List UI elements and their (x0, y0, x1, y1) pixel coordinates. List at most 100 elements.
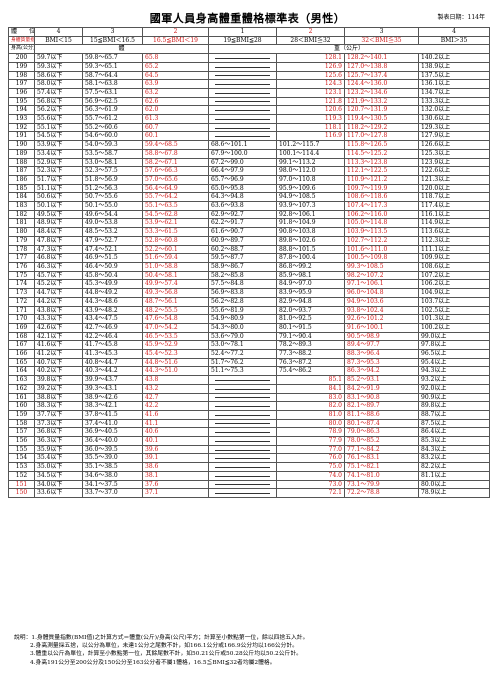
table-cell-h: 152 (8, 470, 35, 481)
table-cell-a: 36.8以下 (34, 427, 83, 438)
table-cell-b: 35.5～39.0 (82, 453, 143, 464)
table-cell-a: 53.4以下 (34, 148, 83, 159)
table-cell-b: 42.7～46.9 (82, 322, 143, 333)
table-cell-h: 164 (8, 366, 35, 377)
table-cell-e: 119.3 (276, 114, 345, 124)
table-cell-f: 79.0～86.3 (344, 427, 419, 438)
table-cell-b: 47.9～52.7 (82, 235, 143, 246)
table-cell-h: 156 (8, 436, 35, 446)
table-cell-h: 169 (8, 322, 35, 333)
table-cell-c: 53.3～61.5 (142, 227, 209, 237)
notes: 說明：1.身體質量指數(BMI值)之計算方式＝體重(公斤)/身高(公尺)平方；計… (14, 634, 484, 667)
table-cell-g: 118.7以上 (418, 192, 490, 203)
table-cell-f: 110.9～121.2 (344, 174, 419, 185)
table-cell-d (208, 383, 277, 394)
table-cell-a: 44.2以下 (34, 296, 83, 307)
table-cell-a: 55.1以下 (34, 122, 83, 133)
table-cell-f: 99.3～108.5 (344, 262, 419, 272)
table-cell-a: 48.9以下 (34, 218, 83, 229)
table-cell-e: 123.1 (276, 87, 345, 98)
table-cell-e: 82.9～94.8 (276, 296, 345, 307)
table-cell-f: 97.1～106.1 (344, 279, 419, 290)
table-cell-h: 194 (8, 105, 35, 116)
table-cell-h: 157 (8, 427, 35, 438)
table-cell-g: 109.9以上 (418, 253, 490, 263)
table-cell-b: 39.9～43.7 (82, 375, 143, 385)
table-cell-d: 56.2～82.8 (208, 296, 277, 307)
table-cell-e: 80.0 (276, 418, 345, 429)
table-cell-c: 44.3～51.0 (142, 366, 209, 377)
table-cell-c: 37.6 (142, 479, 209, 490)
header-cell: 重（公斤） (208, 44, 490, 55)
table-cell-d: 64.3～94.8 (208, 192, 277, 203)
table-cell-e: 116.9 (276, 131, 345, 142)
table-cell-g: 97.8以上 (418, 340, 490, 350)
table-cell-b: 59.8～65.7 (82, 53, 143, 63)
table-cell-h: 181 (8, 218, 35, 229)
table-cell-c: 57.6～66.3 (142, 166, 209, 176)
table-cell-b: 59.3～65.1 (82, 61, 143, 72)
table-row: 186 51.7以下 51.8～56.9 57.0～65.6 65.7～96.9 97.0… (8, 174, 490, 185)
table-cell-b: 57.5～63.1 (82, 87, 143, 98)
table-cell-f: 100.5～109.8 (344, 253, 419, 263)
table-cell-f: 123.2～134.6 (344, 87, 419, 98)
table-cell-e: 98.0～112.0 (276, 166, 345, 176)
table-cell-f: 115.8～126.5 (344, 140, 419, 150)
table-cell-g: 138.9以上 (418, 61, 490, 72)
table-cell-b: 35.1～38.5 (82, 462, 143, 472)
table-cell-f: 102.7～112.2 (344, 235, 419, 246)
table-row: 188 52.9以下 53.0～58.1 58.2～67.1 67.2～99.0 99.1… (8, 157, 490, 168)
table-cell-b: 45.8～50.4 (82, 270, 143, 281)
table-cell-e: 78.2～89.3 (276, 340, 345, 350)
table-cell-a: 58.6以下 (34, 70, 83, 81)
table-cell-a: 38.3以下 (34, 401, 83, 411)
table-cell-d: 62.9～92.7 (208, 209, 277, 220)
table-cell-f: 98.2～107.2 (344, 270, 419, 281)
table-cell-h: 159 (8, 409, 35, 420)
table-cell-b: 49.6～54.4 (82, 209, 143, 220)
table-cell-a: 43.3以下 (34, 314, 83, 324)
table-cell-g: 133.3以上 (418, 96, 490, 107)
table-row: 163 39.8以下 39.9～43.7 43.8 85.1 85.2～93.1 93.2以… (8, 375, 490, 385)
table-cell-f: 108.6～118.6 (344, 192, 419, 203)
table-cell-a: 57.4以下 (34, 87, 83, 98)
table-cell-h: 166 (8, 349, 35, 359)
header-row-class: 體 位 4 3 2 1 2 3 4 (8, 27, 490, 37)
table-cell-c: 46.5～53.5 (142, 331, 209, 342)
table-cell-g: 86.4以上 (418, 427, 490, 438)
table-cell-f: 82.1～89.7 (344, 401, 419, 411)
table-cell-f: 128.2～140.1 (344, 53, 419, 63)
table-cell-d (208, 131, 277, 142)
table-row: 178 47.3以下 47.4～52.1 52.2～60.1 60.2～88.7 88.8… (8, 244, 490, 255)
table-cell-g: 127.9以上 (418, 131, 490, 142)
table-cell-d: 55.6～81.9 (208, 305, 277, 316)
table-cell-g: 123.9以上 (418, 157, 490, 168)
table-cell-b: 36.9～40.5 (82, 427, 143, 438)
table-cell-a: 56.2以下 (34, 105, 83, 116)
table-cell-a: 48.4以下 (34, 227, 83, 237)
table-cell-h: 191 (8, 131, 35, 142)
table-row: 177 46.8以下 46.9～51.5 51.6～59.4 59.5～87.7 87.8… (8, 253, 490, 263)
table-cell-b: 55.2～60.6 (82, 122, 143, 133)
table-cell-d (208, 122, 277, 133)
table-cell-d: 68.6～101.1 (208, 140, 277, 150)
table-cell-f: 96.0～104.8 (344, 288, 419, 298)
table-cell-b: 54.0～59.3 (82, 140, 143, 150)
table-cell-d: 51.1～75.3 (208, 366, 277, 377)
table-cell-h: 184 (8, 192, 35, 203)
table-cell-f: 83.1～90.8 (344, 392, 419, 403)
header-cell: 身體質量指數 (8, 35, 35, 46)
table-cell-h: 175 (8, 270, 35, 281)
table-cell-a: 35.9以下 (34, 444, 83, 455)
table-cell-d: 54.3～80.0 (208, 322, 277, 333)
table-row: 190 53.9以下 54.0～59.3 59.4～68.5 68.6～101.1 101… (8, 140, 490, 150)
table-cell-e: 85.1 (276, 375, 345, 385)
table-cell-a: 37.3以下 (34, 418, 83, 429)
table-cell-h: 192 (8, 122, 35, 133)
table-cell-b: 46.4～50.9 (82, 262, 143, 272)
table-cell-h: 193 (8, 114, 35, 124)
table-cell-b: 51.8～56.9 (82, 174, 143, 185)
table-cell-d (208, 470, 277, 481)
table-cell-h: 185 (8, 183, 35, 194)
table-cell-a: 51.7以下 (34, 174, 83, 185)
